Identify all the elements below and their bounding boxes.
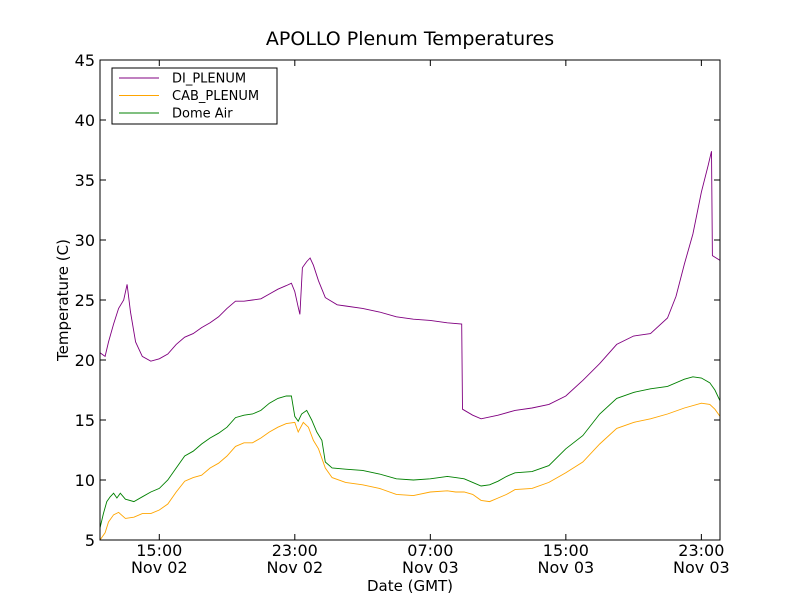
series-line-di-plenum — [99, 151, 721, 420]
y-tick-label: 10 — [75, 471, 95, 490]
x-tick-label: 07:00 — [407, 541, 453, 560]
y-tick-label: 25 — [75, 291, 95, 310]
y-tick-label: 35 — [75, 171, 95, 190]
x-tick-sublabel: Nov 03 — [402, 558, 459, 577]
chart-title: APOLLO Plenum Temperatures — [266, 28, 554, 50]
legend-label: DI_PLENUM — [172, 72, 246, 87]
x-tick-sublabel: Nov 03 — [538, 558, 595, 577]
series-layer — [99, 151, 721, 541]
y-tick-label: 45 — [75, 51, 95, 70]
legend-label: CAB_PLENUM — [172, 89, 259, 104]
series-line-dome-air — [99, 376, 721, 529]
x-tick-sublabel: Nov 02 — [266, 558, 323, 577]
plot-frame — [99, 59, 721, 541]
y-tick-label: 5 — [85, 531, 95, 550]
x-tick-label: 15:00 — [543, 541, 589, 560]
y-tick-label: 40 — [75, 111, 95, 130]
x-tick-label: 23:00 — [272, 541, 318, 560]
y-tick-label: 15 — [75, 411, 95, 430]
y-tick-label: 30 — [75, 231, 95, 250]
x-tick-label: 23:00 — [678, 541, 724, 560]
x-axis-label: Date (GMT) — [367, 577, 453, 595]
x-tick-sublabel: Nov 03 — [673, 558, 730, 577]
y-axis-label: Temperature (C) — [54, 239, 72, 362]
x-tick-sublabel: Nov 02 — [131, 558, 188, 577]
legend: DI_PLENUM CAB_PLENUM Dome Air — [111, 67, 278, 125]
x-tick-label: 15:00 — [136, 541, 182, 560]
y-tick-label: 20 — [75, 351, 95, 370]
legend-label: Dome Air — [172, 107, 233, 122]
series-line-cab-plenum — [99, 402, 721, 541]
